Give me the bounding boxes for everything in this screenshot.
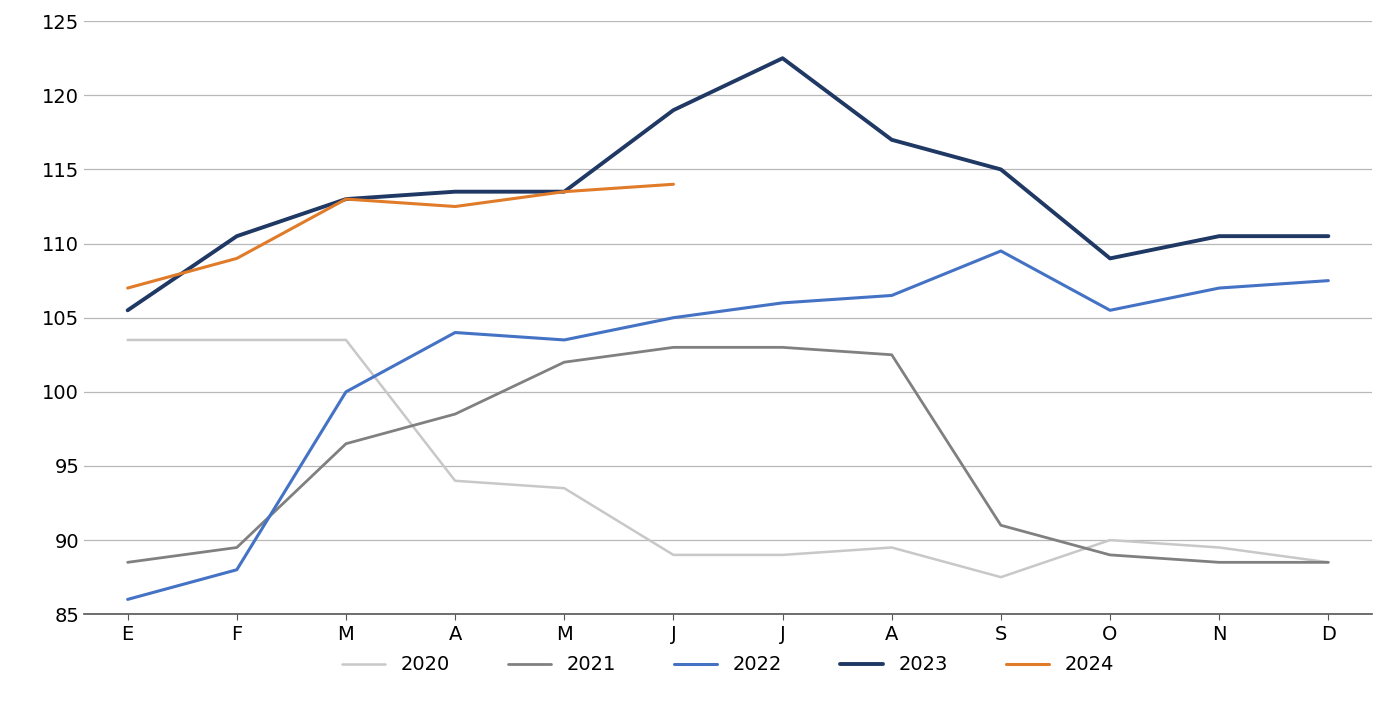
2023 xyxy=(228,232,245,240)
2023 xyxy=(774,54,791,62)
2021 xyxy=(337,439,354,448)
2024 xyxy=(337,195,354,203)
Line: 2022: 2022 xyxy=(127,251,1329,599)
2022 xyxy=(119,595,136,604)
2020 xyxy=(119,336,136,345)
2022 xyxy=(774,299,791,307)
2022 xyxy=(665,313,682,322)
2023 xyxy=(883,136,900,144)
2021 xyxy=(447,409,463,418)
2020 xyxy=(556,484,573,493)
2020 xyxy=(1211,543,1228,551)
2024 xyxy=(119,284,136,292)
2023 xyxy=(119,306,136,315)
2024 xyxy=(228,254,245,263)
2021 xyxy=(1320,558,1337,566)
2021 xyxy=(665,343,682,352)
2024 xyxy=(556,188,573,196)
2022 xyxy=(1102,306,1119,315)
2020 xyxy=(1102,536,1119,544)
2020 xyxy=(993,573,1009,581)
2022 xyxy=(556,336,573,345)
2022 xyxy=(883,291,900,299)
2020 xyxy=(665,551,682,559)
2023 xyxy=(1211,232,1228,240)
2023 xyxy=(1102,254,1119,263)
2021 xyxy=(774,343,791,352)
2022 xyxy=(993,246,1009,255)
Line: 2024: 2024 xyxy=(127,184,673,288)
2023 xyxy=(556,188,573,196)
2024 xyxy=(665,180,682,189)
2021 xyxy=(119,558,136,566)
2020 xyxy=(228,336,245,345)
Line: 2021: 2021 xyxy=(127,347,1329,562)
2023 xyxy=(1320,232,1337,240)
Line: 2020: 2020 xyxy=(127,340,1329,577)
2023 xyxy=(447,188,463,196)
2020 xyxy=(337,336,354,345)
2020 xyxy=(774,551,791,559)
Line: 2023: 2023 xyxy=(127,58,1329,311)
2021 xyxy=(1211,558,1228,566)
2020 xyxy=(883,543,900,551)
2021 xyxy=(228,543,245,551)
2021 xyxy=(556,358,573,366)
2021 xyxy=(883,351,900,359)
2020 xyxy=(1320,558,1337,566)
2023 xyxy=(993,165,1009,174)
2022 xyxy=(447,328,463,337)
2022 xyxy=(337,388,354,396)
2022 xyxy=(228,566,245,574)
2023 xyxy=(665,106,682,114)
2023 xyxy=(337,195,354,203)
2022 xyxy=(1320,276,1337,285)
2022 xyxy=(1211,284,1228,292)
2021 xyxy=(993,521,1009,530)
2024 xyxy=(447,203,463,211)
2021 xyxy=(1102,551,1119,559)
Legend: 2020, 2021, 2022, 2023, 2024: 2020, 2021, 2022, 2023, 2024 xyxy=(335,647,1121,681)
2020 xyxy=(447,477,463,485)
